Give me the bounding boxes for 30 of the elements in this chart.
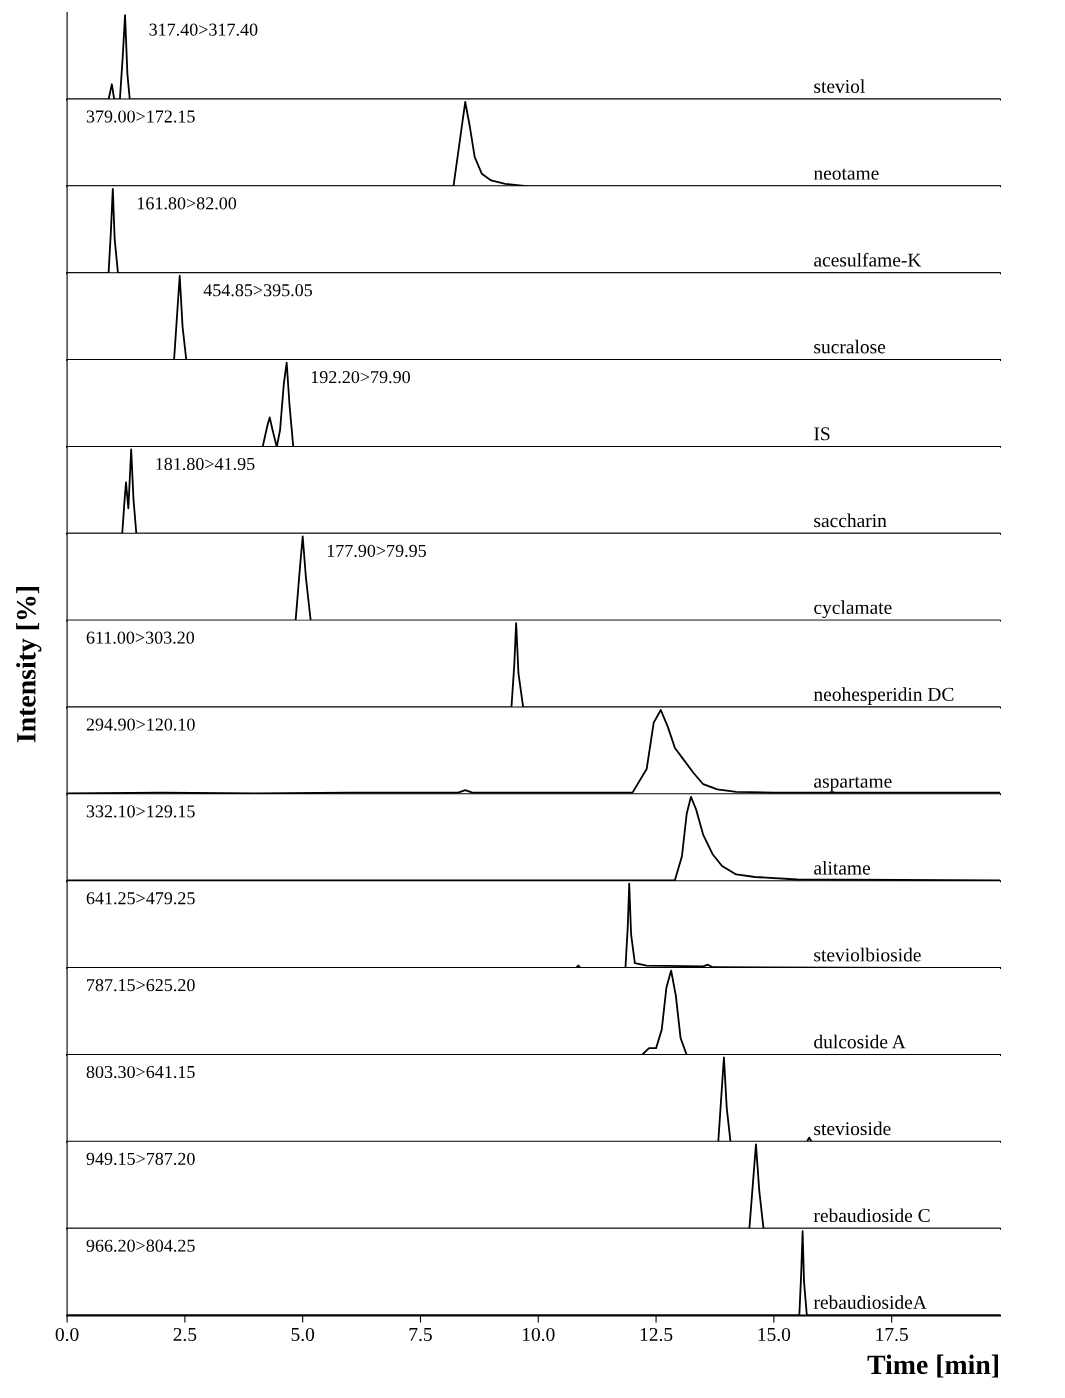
x-tick-label: 10.0 (522, 1327, 555, 1342)
x-tick-label: 15.0 (758, 1327, 791, 1342)
x-tick-label: 0.0 (55, 1327, 79, 1342)
annotation: 949.15>787.20 (86, 1152, 195, 1165)
x-tick-label: 12.5 (640, 1327, 673, 1342)
x-tick-label: 2.5 (173, 1327, 197, 1342)
annotation: 332.10>129.15 (86, 805, 195, 818)
annotation: 966.20>804.25 (86, 1239, 195, 1252)
y-axis-title: Intensity [%] (16, 587, 42, 743)
annotation: 177.90>79.95 (327, 544, 426, 557)
x-tick-label: 7.5 (409, 1328, 432, 1342)
annotation: cyclamate (814, 600, 892, 619)
annotation: alitame (814, 860, 870, 875)
annotation: stevioside (814, 1121, 891, 1136)
annotation: IS (814, 427, 830, 441)
annotation: 181.80>41.95 (156, 457, 255, 471)
x-tick-label: 5.0 (291, 1327, 315, 1342)
annotation: aspartame (814, 776, 892, 792)
annotation: saccharin (814, 513, 887, 528)
x-axis-title: Time [min] (867, 1354, 998, 1378)
annotation: dulcoside A (814, 1034, 906, 1049)
annotation: 379.00>172.15 (86, 110, 195, 123)
x-tick-label: 17.5 (876, 1327, 908, 1342)
annotation: 294.90>120.10 (86, 718, 195, 731)
annotation: 192.20>79.90 (311, 370, 410, 384)
annotation: 787.15>625.20 (87, 979, 195, 992)
annotation: rebaudiosideA (813, 1295, 927, 1309)
annotation: rebaudioside C (813, 1208, 930, 1223)
annotation: 803.30>641.15 (86, 1065, 195, 1079)
annotation: neotame (813, 168, 879, 180)
